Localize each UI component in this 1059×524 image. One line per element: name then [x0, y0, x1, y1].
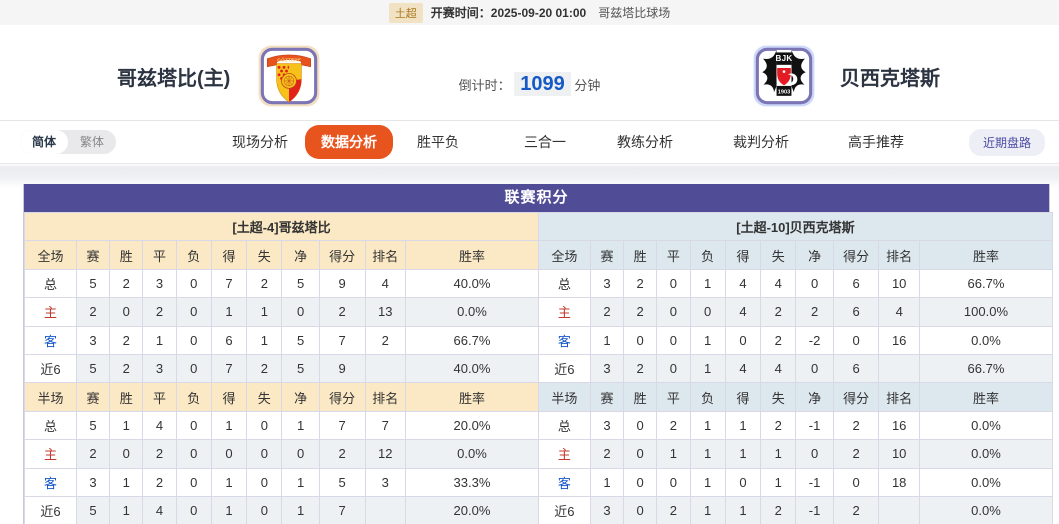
svg-text:1903: 1903: [778, 89, 790, 95]
svg-text:BJK: BJK: [775, 54, 792, 63]
